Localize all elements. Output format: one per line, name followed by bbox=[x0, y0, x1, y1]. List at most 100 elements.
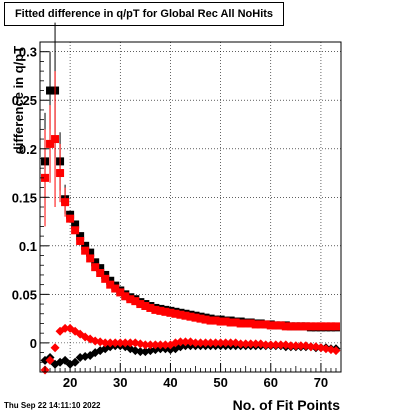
data-point bbox=[161, 307, 170, 316]
data-point bbox=[241, 339, 251, 349]
data-point bbox=[116, 288, 125, 297]
data-point bbox=[211, 316, 220, 325]
x-tick-label: 30 bbox=[113, 375, 127, 390]
data-point bbox=[151, 305, 160, 314]
data-point bbox=[70, 357, 80, 367]
data-point bbox=[276, 321, 285, 330]
data-point bbox=[71, 226, 80, 235]
data-point bbox=[196, 314, 205, 323]
data-point bbox=[291, 341, 301, 351]
chart-title: Fitted difference in q/pT for Global Rec… bbox=[4, 2, 284, 26]
data-point bbox=[326, 322, 335, 331]
data-point bbox=[241, 319, 250, 328]
data-point bbox=[311, 322, 320, 331]
data-point bbox=[166, 308, 175, 317]
data-point bbox=[176, 310, 185, 319]
data-point bbox=[140, 340, 150, 350]
data-point bbox=[281, 322, 290, 331]
data-markers bbox=[40, 22, 341, 375]
data-point bbox=[66, 214, 75, 223]
data-point bbox=[171, 309, 180, 318]
data-point bbox=[226, 338, 236, 348]
data-point bbox=[251, 339, 261, 349]
data-point bbox=[145, 340, 155, 350]
data-point bbox=[286, 341, 296, 351]
data-point bbox=[56, 169, 65, 178]
data-point bbox=[206, 316, 215, 325]
data-point bbox=[266, 340, 276, 350]
data-point bbox=[186, 312, 195, 321]
data-point bbox=[296, 341, 306, 351]
data-point bbox=[221, 338, 231, 348]
x-tick-label: 60 bbox=[264, 375, 278, 390]
data-point bbox=[150, 340, 160, 350]
data-point bbox=[106, 280, 115, 289]
data-point bbox=[191, 313, 200, 322]
data-point bbox=[71, 220, 80, 229]
y-tick-label: 0.05 bbox=[12, 287, 37, 302]
data-point bbox=[271, 340, 281, 350]
data-point bbox=[61, 198, 70, 207]
data-point bbox=[175, 337, 185, 347]
x-tick-label: 50 bbox=[213, 375, 227, 390]
data-point bbox=[126, 295, 135, 304]
data-point bbox=[251, 320, 260, 329]
data-point bbox=[76, 236, 85, 245]
y-tick-label: 0.3 bbox=[19, 45, 37, 60]
data-point bbox=[211, 338, 221, 348]
data-point bbox=[111, 284, 120, 293]
data-point bbox=[236, 339, 246, 349]
data-point bbox=[81, 246, 90, 255]
data-point bbox=[196, 338, 206, 348]
data-point bbox=[41, 173, 50, 182]
data-point bbox=[191, 338, 201, 348]
data-point bbox=[45, 355, 55, 365]
data-point bbox=[141, 302, 150, 310]
data-point bbox=[271, 321, 280, 330]
data-point bbox=[246, 339, 256, 349]
data-point bbox=[291, 322, 300, 331]
data-point bbox=[91, 258, 100, 267]
y-axis-label: difference in q/pT bbox=[11, 45, 26, 155]
data-point bbox=[91, 263, 100, 272]
data-point bbox=[236, 319, 245, 328]
data-point bbox=[201, 338, 211, 348]
data-point bbox=[306, 322, 315, 331]
y-tick-label: 0.2 bbox=[19, 142, 37, 157]
data-point bbox=[216, 338, 226, 348]
data-point bbox=[86, 248, 95, 257]
data-point bbox=[146, 303, 155, 312]
data-point bbox=[180, 337, 190, 347]
x-axis-label: No. of Fit Points bbox=[232, 397, 340, 413]
y-tick-label: 0.25 bbox=[12, 93, 37, 108]
data-point bbox=[46, 139, 55, 148]
data-point bbox=[296, 322, 305, 331]
data-point bbox=[160, 340, 170, 350]
data-point bbox=[261, 340, 271, 350]
data-point bbox=[76, 232, 85, 241]
data-point bbox=[51, 135, 60, 144]
data-point bbox=[60, 323, 70, 333]
data-point bbox=[101, 274, 110, 283]
x-tick-label: 20 bbox=[63, 375, 77, 390]
x-tick-label: 70 bbox=[314, 375, 328, 390]
data-point bbox=[201, 315, 210, 324]
data-point bbox=[321, 322, 330, 331]
data-point bbox=[46, 86, 55, 95]
data-point bbox=[216, 317, 225, 326]
data-point bbox=[301, 322, 310, 331]
data-point bbox=[96, 269, 105, 277]
data-point bbox=[286, 322, 295, 331]
data-point bbox=[105, 338, 115, 348]
data-point bbox=[136, 300, 145, 309]
data-point bbox=[50, 343, 60, 353]
data-point bbox=[100, 338, 110, 348]
timestamp: Thu Sep 22 14:11:10 2022 bbox=[4, 401, 101, 410]
data-point bbox=[256, 320, 265, 329]
data-point bbox=[246, 319, 255, 328]
data-point bbox=[266, 321, 275, 330]
data-point bbox=[316, 322, 325, 331]
data-point bbox=[110, 338, 120, 348]
data-point bbox=[261, 320, 270, 329]
data-point bbox=[276, 340, 286, 350]
